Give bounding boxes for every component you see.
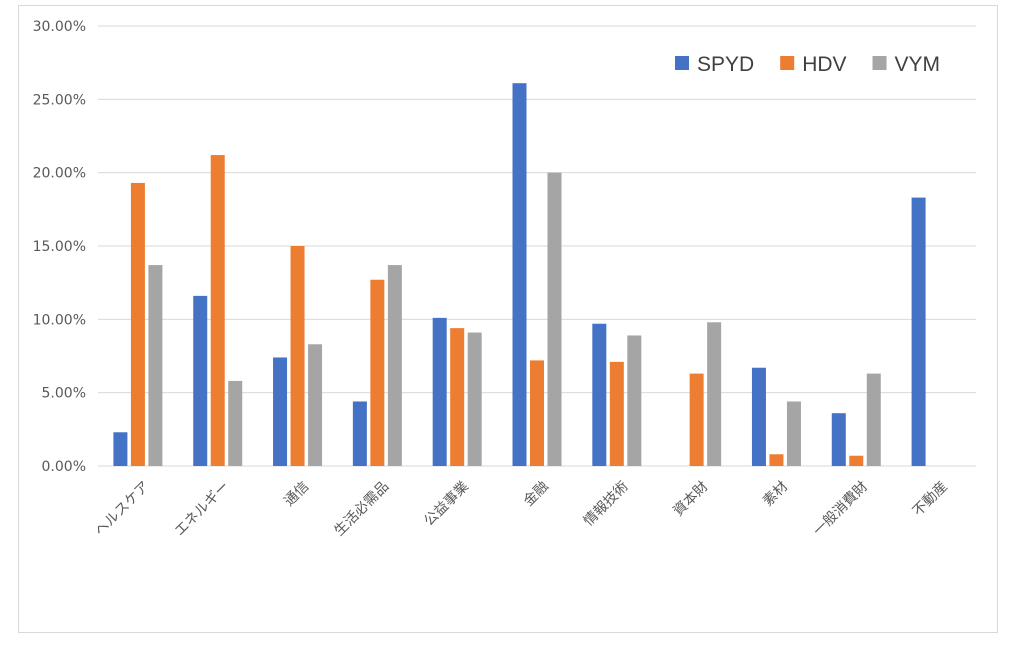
y-tick-label: 30.00% — [33, 19, 86, 35]
bar-vym-8 — [786, 401, 801, 466]
x-category-label: 一般消費財 — [810, 479, 871, 540]
legend-label-vym: VYM — [895, 53, 941, 76]
x-category-label: 金融 — [521, 479, 552, 510]
bar-hdv-7 — [689, 373, 704, 466]
bar-spyd-10 — [911, 197, 926, 466]
y-axis-ticks: 0.00% 5.00% 10.00% 15.00% 20.00% 25.00% 30.00% — [33, 19, 86, 475]
bar-vym-2 — [308, 344, 323, 466]
bar-hdv-0 — [130, 182, 145, 466]
bar-vym-1 — [228, 380, 243, 466]
bar-hdv-3 — [370, 279, 385, 466]
y-tick-label: 15.00% — [33, 239, 86, 255]
bar-vym-5 — [547, 172, 562, 466]
y-tick-label: 10.00% — [33, 312, 86, 328]
bar-spyd-0 — [113, 432, 128, 466]
x-category-label: 不動産 — [910, 479, 951, 520]
y-tick-label: 20.00% — [33, 166, 86, 182]
legend-label-hdv: HDV — [802, 53, 846, 76]
x-category-label: 公益事業 — [421, 479, 472, 530]
legend: SPYD HDV VYM — [675, 53, 940, 76]
bar-hdv-8 — [769, 454, 784, 466]
y-tick-label: 25.00% — [33, 92, 86, 108]
bar-hdv-1 — [210, 155, 225, 467]
bar-spyd-4 — [432, 317, 447, 466]
legend-label-spyd: SPYD — [697, 53, 754, 76]
legend-swatch-vym — [872, 56, 887, 70]
x-category-label: エネルギー — [172, 479, 233, 540]
gridlines — [98, 25, 976, 467]
bar-hdv-5 — [530, 360, 544, 466]
x-category-label: 素材 — [760, 479, 791, 510]
y-tick-label: 5.00% — [42, 386, 86, 402]
x-axis-categories: ヘルスケア エネルギー 通信 生活必需品 公益事業 金融 情報技術 資本財 素材 一般消費財 不動産 — [92, 479, 951, 540]
bar-spyd-6 — [592, 323, 607, 466]
y-tick-label: 0.00% — [42, 459, 86, 475]
bar-vym-4 — [467, 332, 482, 466]
bar-spyd-1 — [193, 295, 208, 466]
legend-swatch-spyd — [675, 56, 689, 70]
x-category-label: 生活必需品 — [331, 479, 392, 540]
bar-vym-3 — [387, 265, 402, 466]
bar-hdv-4 — [450, 328, 465, 466]
bar-vym-9 — [866, 373, 881, 466]
bar-spyd-9 — [831, 413, 846, 466]
bar-vym-6 — [627, 335, 642, 466]
bar-vym-0 — [148, 265, 163, 466]
x-category-label: 通信 — [281, 479, 312, 510]
x-category-label: 情報技術 — [581, 479, 632, 530]
bars — [113, 83, 926, 467]
bar-spyd-8 — [751, 367, 766, 466]
bar-hdv-9 — [849, 455, 864, 466]
legend-swatch-hdv — [780, 56, 795, 70]
x-category-label: 資本財 — [670, 479, 711, 520]
bar-vym-7 — [707, 322, 722, 466]
bar-spyd-2 — [273, 357, 288, 466]
bar-spyd-3 — [352, 401, 367, 466]
bar-hdv-2 — [290, 246, 305, 466]
bar-hdv-6 — [609, 361, 624, 466]
x-category-label: ヘルスケア — [92, 479, 153, 540]
bar-spyd-5 — [512, 83, 527, 466]
